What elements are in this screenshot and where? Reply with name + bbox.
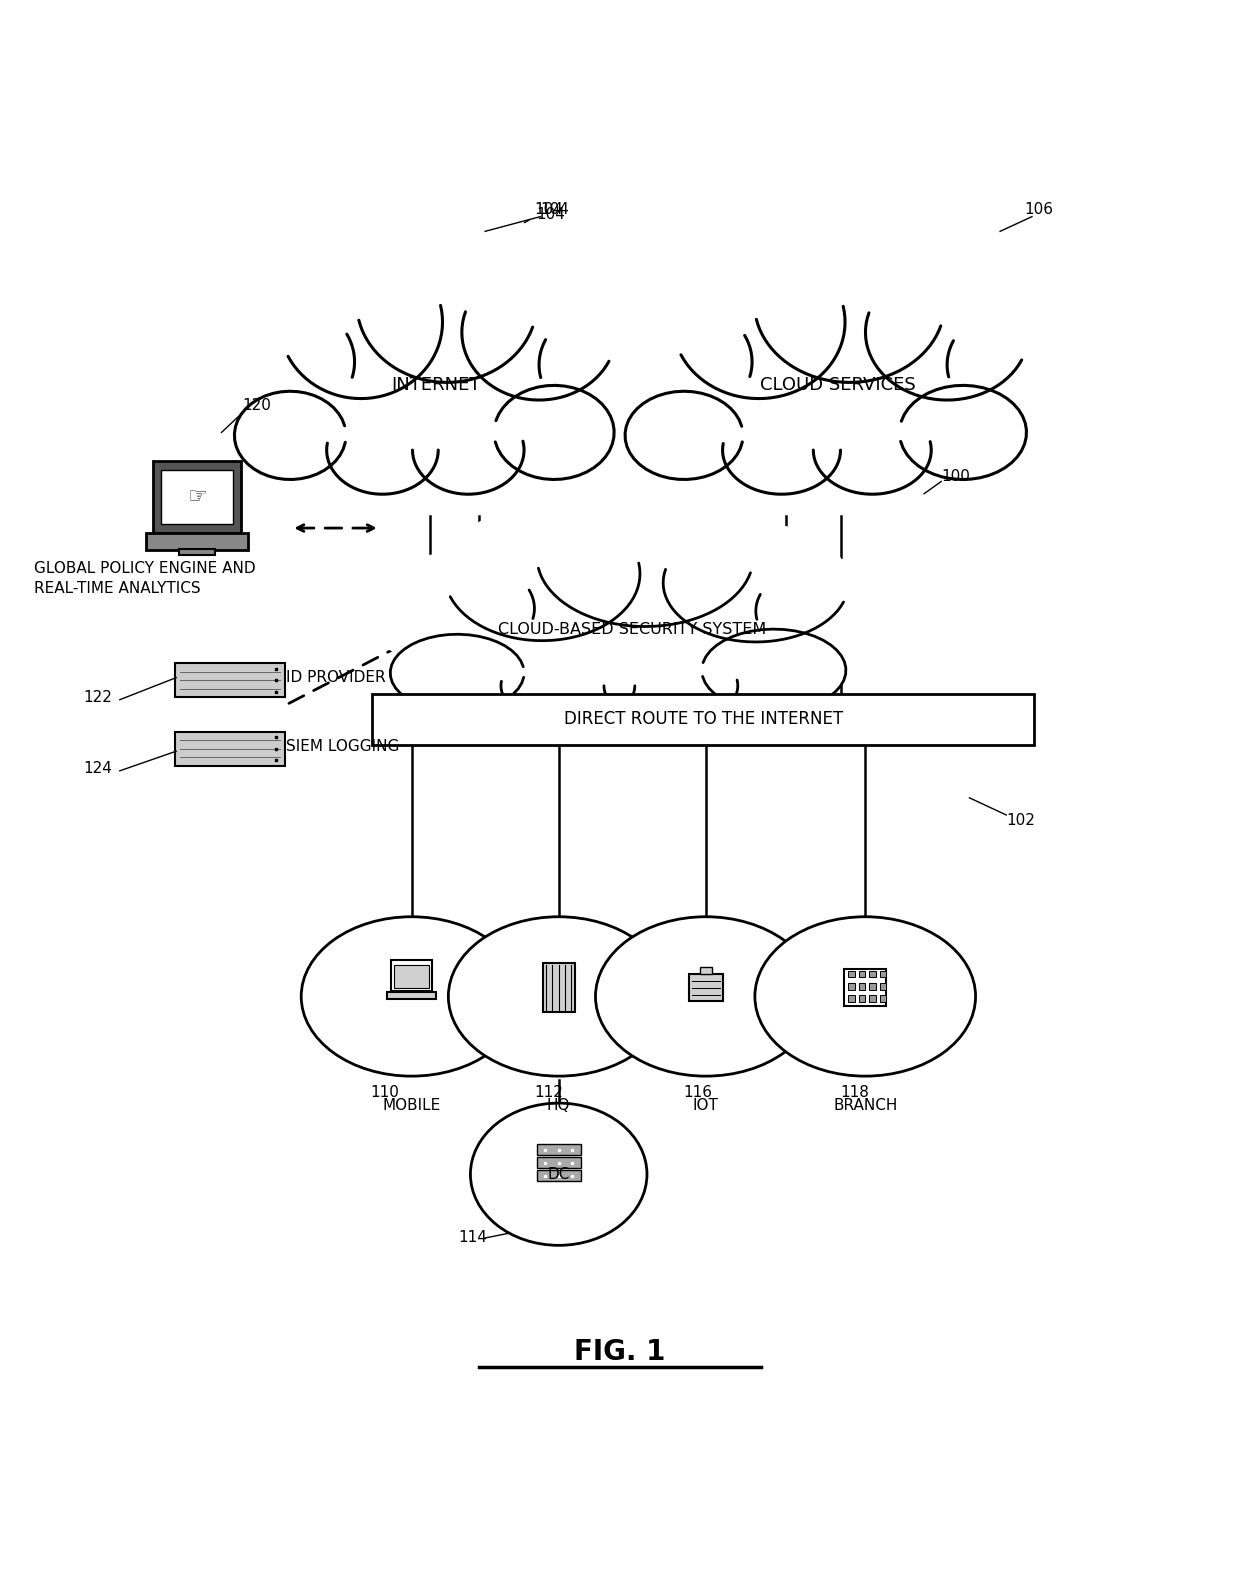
Ellipse shape <box>899 386 1027 479</box>
Text: HQ: HQ <box>547 1098 570 1113</box>
Text: 120: 120 <box>242 399 272 413</box>
Ellipse shape <box>866 265 1029 400</box>
FancyBboxPatch shape <box>537 1157 580 1168</box>
Ellipse shape <box>537 487 753 627</box>
FancyBboxPatch shape <box>537 1144 580 1155</box>
Ellipse shape <box>754 224 945 383</box>
Ellipse shape <box>663 523 848 641</box>
Ellipse shape <box>598 299 751 424</box>
Ellipse shape <box>449 917 670 1076</box>
Ellipse shape <box>672 246 844 399</box>
Ellipse shape <box>756 559 920 662</box>
Text: 102: 102 <box>1006 813 1035 827</box>
Text: ID PROVIDER: ID PROVIDER <box>286 670 386 686</box>
Ellipse shape <box>422 536 843 716</box>
Ellipse shape <box>326 407 438 495</box>
Ellipse shape <box>494 386 614 479</box>
Ellipse shape <box>813 407 931 495</box>
Ellipse shape <box>595 917 816 1076</box>
FancyBboxPatch shape <box>869 996 875 1002</box>
Text: ☞: ☞ <box>187 487 207 507</box>
Text: 116: 116 <box>683 1084 713 1100</box>
Ellipse shape <box>279 246 443 399</box>
Ellipse shape <box>391 634 525 711</box>
FancyBboxPatch shape <box>537 1171 580 1180</box>
Ellipse shape <box>260 277 613 484</box>
Text: CLOUD-BASED SECURITY SYSTEM: CLOUD-BASED SECURITY SYSTEM <box>498 621 766 637</box>
Ellipse shape <box>755 917 976 1076</box>
Ellipse shape <box>470 1103 647 1245</box>
Ellipse shape <box>702 629 846 711</box>
Text: MOBILE: MOBILE <box>382 1098 440 1113</box>
Text: 122: 122 <box>83 690 112 704</box>
Text: CLOUD SERVICES: CLOUD SERVICES <box>760 377 916 394</box>
FancyBboxPatch shape <box>879 971 887 977</box>
FancyBboxPatch shape <box>543 963 574 1012</box>
Ellipse shape <box>360 555 534 662</box>
Ellipse shape <box>234 391 346 479</box>
FancyBboxPatch shape <box>391 960 433 991</box>
Ellipse shape <box>357 224 537 383</box>
FancyBboxPatch shape <box>387 991 436 999</box>
FancyBboxPatch shape <box>161 470 233 523</box>
Text: 104: 104 <box>537 206 565 222</box>
Text: DC: DC <box>548 1166 570 1182</box>
Text: IOT: IOT <box>693 1098 719 1113</box>
FancyBboxPatch shape <box>844 969 887 1005</box>
Ellipse shape <box>444 507 640 641</box>
Text: DIRECT ROUTE TO THE INTERNET: DIRECT ROUTE TO THE INTERNET <box>564 711 843 728</box>
Text: GLOBAL POLICY ENGINE AND
REAL-TIME ANALYTICS: GLOBAL POLICY ENGINE AND REAL-TIME ANALY… <box>33 561 255 596</box>
FancyBboxPatch shape <box>154 462 241 533</box>
Ellipse shape <box>208 299 355 424</box>
Text: 112: 112 <box>534 1084 563 1100</box>
Ellipse shape <box>604 648 738 725</box>
FancyBboxPatch shape <box>879 983 887 990</box>
FancyBboxPatch shape <box>175 663 285 697</box>
Text: 114: 114 <box>458 1229 487 1245</box>
FancyBboxPatch shape <box>688 974 723 1001</box>
Text: SIEM LOGGING: SIEM LOGGING <box>286 739 399 753</box>
FancyBboxPatch shape <box>869 983 875 990</box>
Ellipse shape <box>501 648 635 725</box>
Ellipse shape <box>947 306 1092 424</box>
Text: 110: 110 <box>370 1084 399 1100</box>
FancyBboxPatch shape <box>393 965 429 988</box>
FancyBboxPatch shape <box>699 966 712 974</box>
Text: BRANCH: BRANCH <box>833 1098 898 1113</box>
Text: 124: 124 <box>83 761 112 777</box>
FancyBboxPatch shape <box>869 971 875 977</box>
FancyBboxPatch shape <box>175 731 285 766</box>
FancyBboxPatch shape <box>879 996 887 1002</box>
Text: FIG. 1: FIG. 1 <box>574 1338 666 1366</box>
FancyBboxPatch shape <box>179 548 216 555</box>
Ellipse shape <box>461 265 616 400</box>
FancyBboxPatch shape <box>859 983 866 990</box>
Ellipse shape <box>301 917 522 1076</box>
Ellipse shape <box>723 407 841 495</box>
Text: 100: 100 <box>941 470 970 484</box>
FancyBboxPatch shape <box>372 693 1034 745</box>
Text: 104: 104 <box>525 202 563 222</box>
FancyBboxPatch shape <box>848 971 856 977</box>
Text: 104: 104 <box>541 202 569 217</box>
Text: 106: 106 <box>1024 202 1054 217</box>
FancyBboxPatch shape <box>859 996 866 1002</box>
Text: 118: 118 <box>841 1084 869 1100</box>
Ellipse shape <box>413 407 525 495</box>
FancyBboxPatch shape <box>848 996 856 1002</box>
Text: INTERNET: INTERNET <box>392 377 481 394</box>
FancyBboxPatch shape <box>859 971 866 977</box>
Ellipse shape <box>652 277 1024 484</box>
FancyBboxPatch shape <box>146 533 248 550</box>
FancyBboxPatch shape <box>848 983 856 990</box>
Ellipse shape <box>625 391 743 479</box>
Ellipse shape <box>539 306 676 424</box>
